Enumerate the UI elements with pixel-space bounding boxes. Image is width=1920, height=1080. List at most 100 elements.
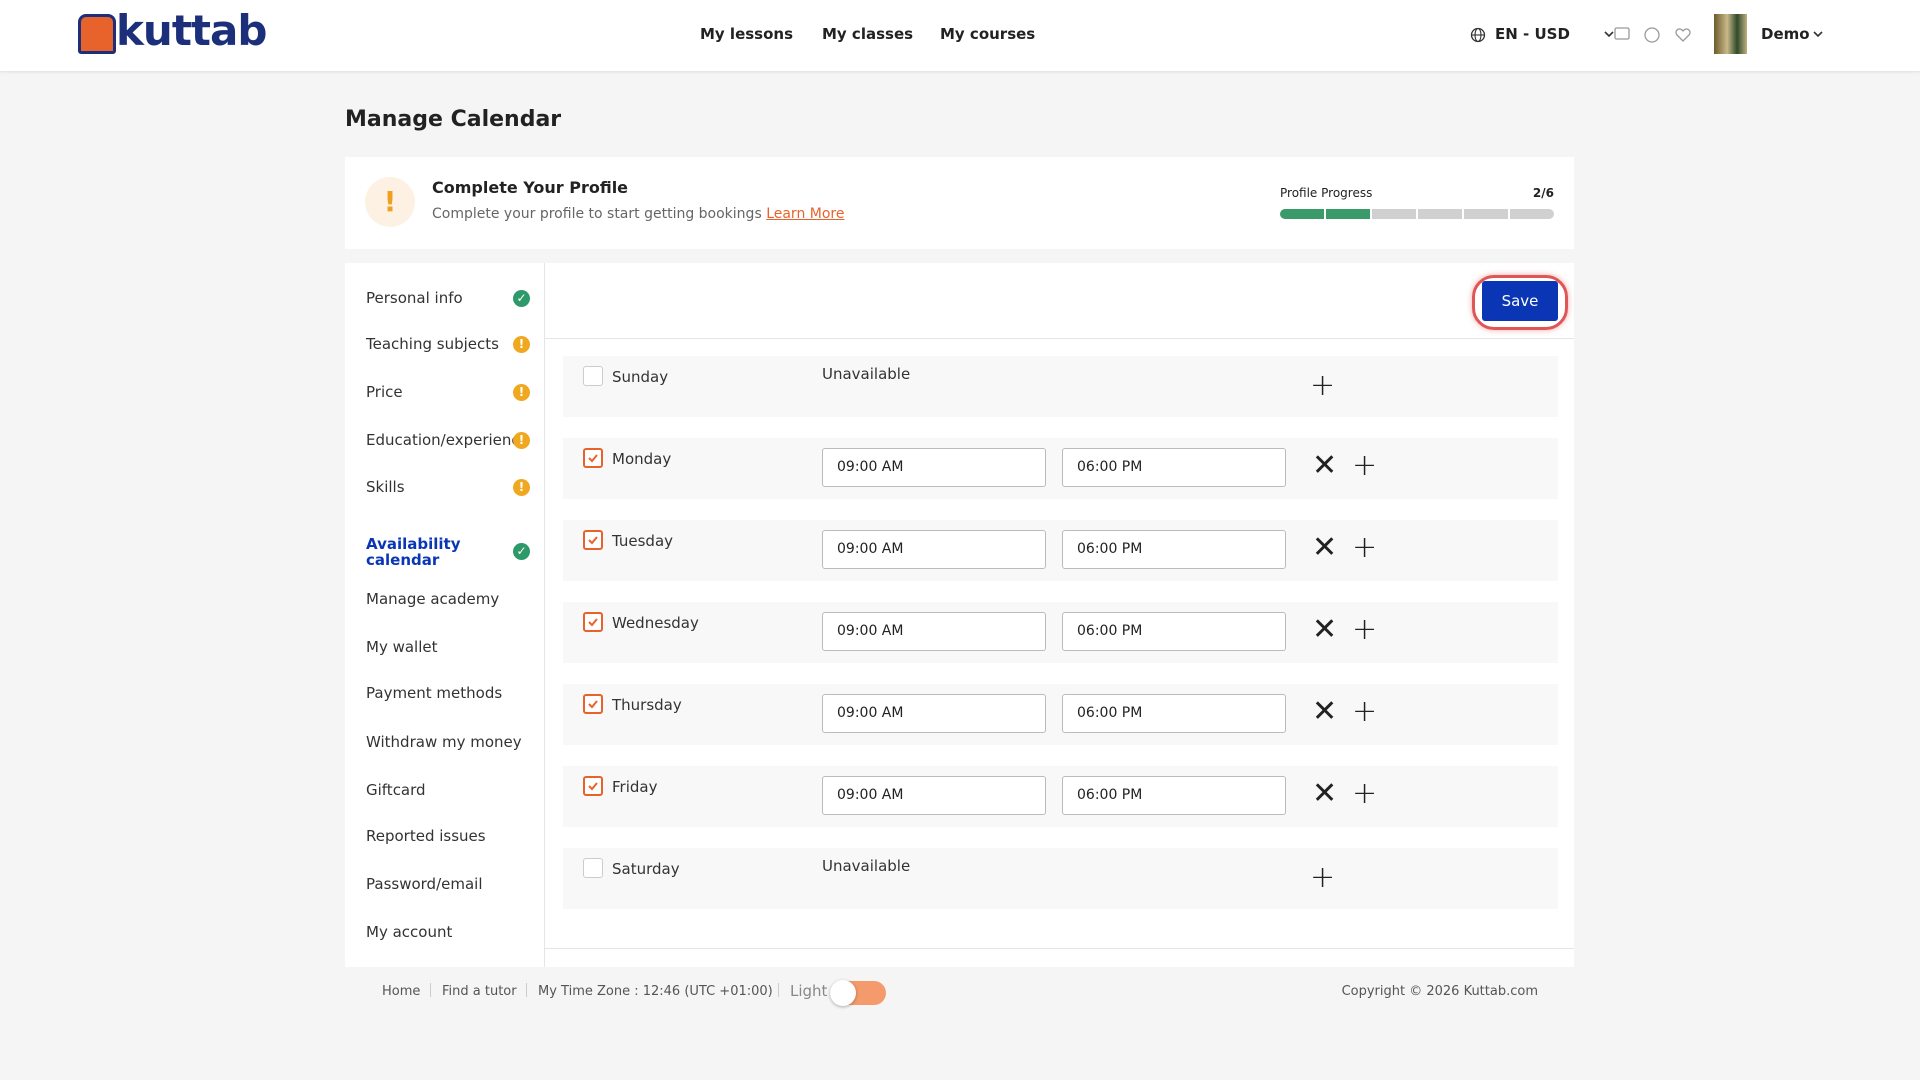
status-icon: ✓ — [513, 290, 530, 307]
learn-more-link[interactable]: Learn More — [766, 206, 845, 222]
messages-icon[interactable] — [1614, 27, 1630, 40]
sidebar-item[interactable]: My account — [366, 923, 453, 941]
day-row — [563, 602, 1558, 663]
check-mark — [588, 700, 598, 709]
separator — [430, 983, 431, 997]
time-to-input[interactable]: 06:00 PM — [1062, 776, 1286, 815]
time-from-input[interactable]: 09:00 AM — [822, 448, 1046, 487]
remove-slot-button[interactable]: ✕ — [1312, 694, 1338, 729]
favorites-icon[interactable] — [1675, 28, 1691, 42]
day-checkbox[interactable] — [583, 366, 603, 386]
progress-title: Profile Progress — [1280, 186, 1373, 200]
progress-bar — [1280, 209, 1554, 219]
sidebar-item[interactable]: Payment methods — [366, 684, 503, 702]
footer-link[interactable]: Home — [382, 984, 421, 999]
add-slot-button[interactable]: + — [1310, 860, 1336, 895]
sidebar-item[interactable]: Teaching subjects — [366, 335, 499, 353]
progress-segment — [1510, 209, 1554, 219]
sidebar-item[interactable]: Withdraw my money — [366, 733, 522, 751]
remove-slot-button[interactable]: ✕ — [1312, 448, 1338, 483]
banner-description: Complete your profile to start getting b… — [432, 206, 762, 222]
day-row — [563, 848, 1558, 909]
time-to-input[interactable]: 06:00 PM — [1062, 448, 1286, 487]
nav-link[interactable]: My courses — [940, 25, 1036, 43]
toggle-knob — [830, 980, 856, 1006]
time-to-input[interactable]: 06:00 PM — [1062, 612, 1286, 651]
time-from-input[interactable]: 09:00 AM — [822, 612, 1046, 651]
save-button[interactable]: Save — [1482, 281, 1558, 321]
add-slot-button[interactable]: + — [1352, 530, 1378, 565]
profile-banner: ! Complete Your Profile Complete your pr… — [345, 157, 1574, 249]
day-checkbox[interactable] — [583, 530, 603, 550]
sidebar-item[interactable]: Manage academy — [366, 590, 500, 608]
sidebar-item[interactable]: Skills — [366, 478, 405, 496]
day-row — [563, 438, 1558, 499]
avatar[interactable] — [1714, 14, 1747, 54]
divider — [544, 263, 545, 967]
add-slot-button[interactable]: + — [1352, 694, 1378, 729]
sidebar-item[interactable]: Price — [366, 383, 403, 401]
day-label: Thursday — [612, 696, 682, 714]
time-to-input[interactable]: 06:00 PM — [1062, 530, 1286, 569]
sidebar-item[interactable]: Education/experience — [366, 431, 529, 449]
header: kuttab EN - USD Demo My lessons My classe… — [0, 0, 1920, 71]
progress-label: 2/6 — [1532, 186, 1554, 200]
time-to-input[interactable]: 06:00 PM — [1062, 694, 1286, 733]
divider — [545, 338, 1574, 339]
remove-slot-button[interactable]: ✕ — [1312, 612, 1338, 647]
day-checkbox[interactable] — [583, 694, 603, 714]
logo-icon[interactable] — [78, 14, 116, 54]
sidebar-item[interactable]: Giftcard — [366, 781, 426, 799]
day-row — [563, 520, 1558, 581]
day-checkbox[interactable] — [583, 858, 603, 878]
check-mark — [588, 618, 598, 627]
logo[interactable]: kuttab — [116, 6, 267, 55]
banner-text: Complete your profile to start getting b… — [432, 206, 844, 222]
time-from-input[interactable]: 09:00 AM — [822, 694, 1046, 733]
status-icon: ✓ — [513, 543, 530, 560]
sidebar-item[interactable]: Personal info — [366, 289, 463, 307]
highlight-ring — [1472, 275, 1568, 330]
progress-segment — [1280, 209, 1324, 219]
sidebar-item[interactable]: My wallet — [366, 638, 438, 656]
add-slot-button[interactable]: + — [1310, 368, 1336, 403]
status-icon: ! — [513, 432, 530, 449]
day-row — [563, 356, 1558, 417]
warning-icon: ! — [365, 177, 415, 227]
day-status: Unavailable — [822, 365, 911, 383]
day-label: Sunday — [612, 368, 669, 386]
remove-slot-button[interactable]: ✕ — [1312, 776, 1338, 811]
nav-link[interactable]: My classes — [822, 25, 914, 43]
time-from-input[interactable]: 09:00 AM — [822, 530, 1046, 569]
banner-title: Complete Your Profile — [432, 178, 629, 197]
progress-segment — [1326, 209, 1370, 219]
day-checkbox[interactable] — [583, 612, 603, 632]
copyright: Copyright © 2026 Kuttab.com — [1341, 984, 1538, 999]
user-menu[interactable]: Demo — [1761, 25, 1810, 43]
add-slot-button[interactable]: + — [1352, 448, 1378, 483]
status-icon: ! — [513, 384, 530, 401]
check-mark — [588, 782, 598, 791]
footer-link[interactable]: Find a tutor — [442, 984, 517, 999]
day-checkbox[interactable] — [583, 448, 603, 468]
day-label: Wednesday — [612, 614, 699, 632]
day-checkbox[interactable] — [583, 776, 603, 796]
add-slot-button[interactable]: + — [1352, 612, 1378, 647]
nav-link[interactable]: My lessons — [700, 25, 794, 43]
day-label: Tuesday — [612, 532, 674, 550]
remove-slot-button[interactable]: ✕ — [1312, 530, 1338, 565]
time-from-input[interactable]: 09:00 AM — [822, 776, 1046, 815]
divider — [545, 948, 1574, 949]
sidebar-item[interactable]: Reported issues — [366, 827, 486, 845]
separator — [778, 983, 779, 997]
globe-icon — [1470, 27, 1486, 43]
help-icon[interactable] — [1644, 27, 1660, 43]
footer-link[interactable]: My Time Zone : 12:46 (UTC +01:00) — [538, 984, 773, 999]
sidebar-item[interactable]: Availability calendar — [366, 535, 461, 569]
sidebar-item[interactable]: Password/email — [366, 875, 483, 893]
add-slot-button[interactable]: + — [1352, 776, 1378, 811]
header-icons — [1614, 27, 1691, 43]
locale-selector[interactable]: EN - USD — [1495, 25, 1570, 43]
